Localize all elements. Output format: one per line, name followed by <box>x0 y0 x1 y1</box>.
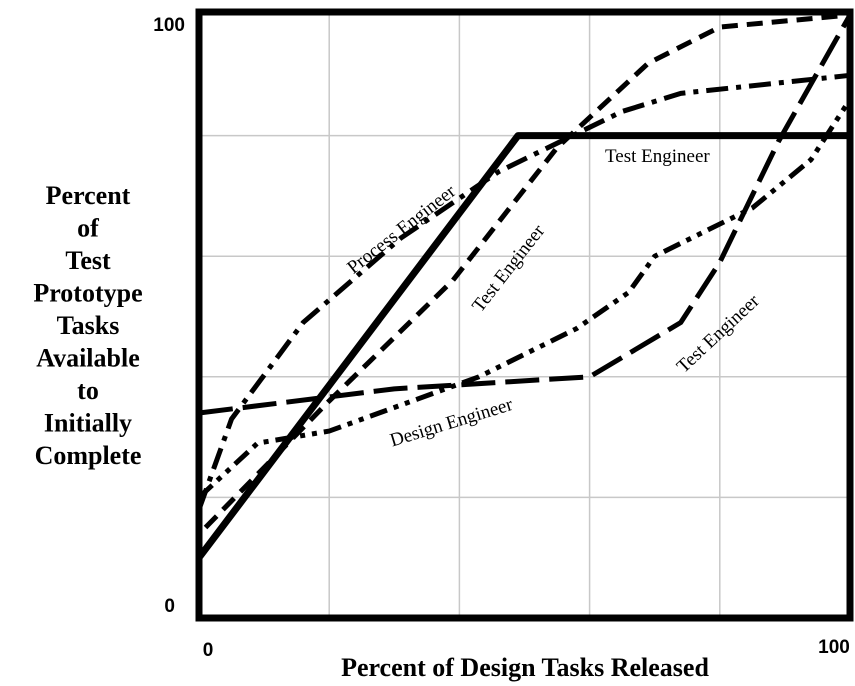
y-axis-label: Test <box>65 246 111 275</box>
y-axis-label: of <box>77 214 99 243</box>
y-axis-label: Initially <box>44 409 132 438</box>
x-tick-label: 100 <box>818 637 850 658</box>
line <box>203 12 851 530</box>
line <box>197 98 853 500</box>
y-axis-label: Complete <box>35 441 142 470</box>
x-axis-label: Percent of Design Tasks Released <box>341 653 709 682</box>
x-tick-label: 0 <box>203 640 214 661</box>
y-axis-label: to <box>77 376 99 405</box>
annotation: Test Engineer <box>468 220 549 316</box>
line <box>198 13 853 416</box>
line <box>196 132 850 560</box>
plot-frame <box>195 8 854 622</box>
y-axis-label: Available <box>36 344 140 373</box>
y-tick-label: 0 <box>164 596 175 617</box>
y-axis-label: Tasks <box>57 311 120 340</box>
line <box>196 72 851 511</box>
y-tick-label: 100 <box>153 15 185 36</box>
y-axis-label: Percent <box>46 181 131 210</box>
y-axis-label: Prototype <box>33 279 142 308</box>
annotation: Test Engineer <box>673 290 764 377</box>
annotation: Test Engineer <box>605 146 710 167</box>
